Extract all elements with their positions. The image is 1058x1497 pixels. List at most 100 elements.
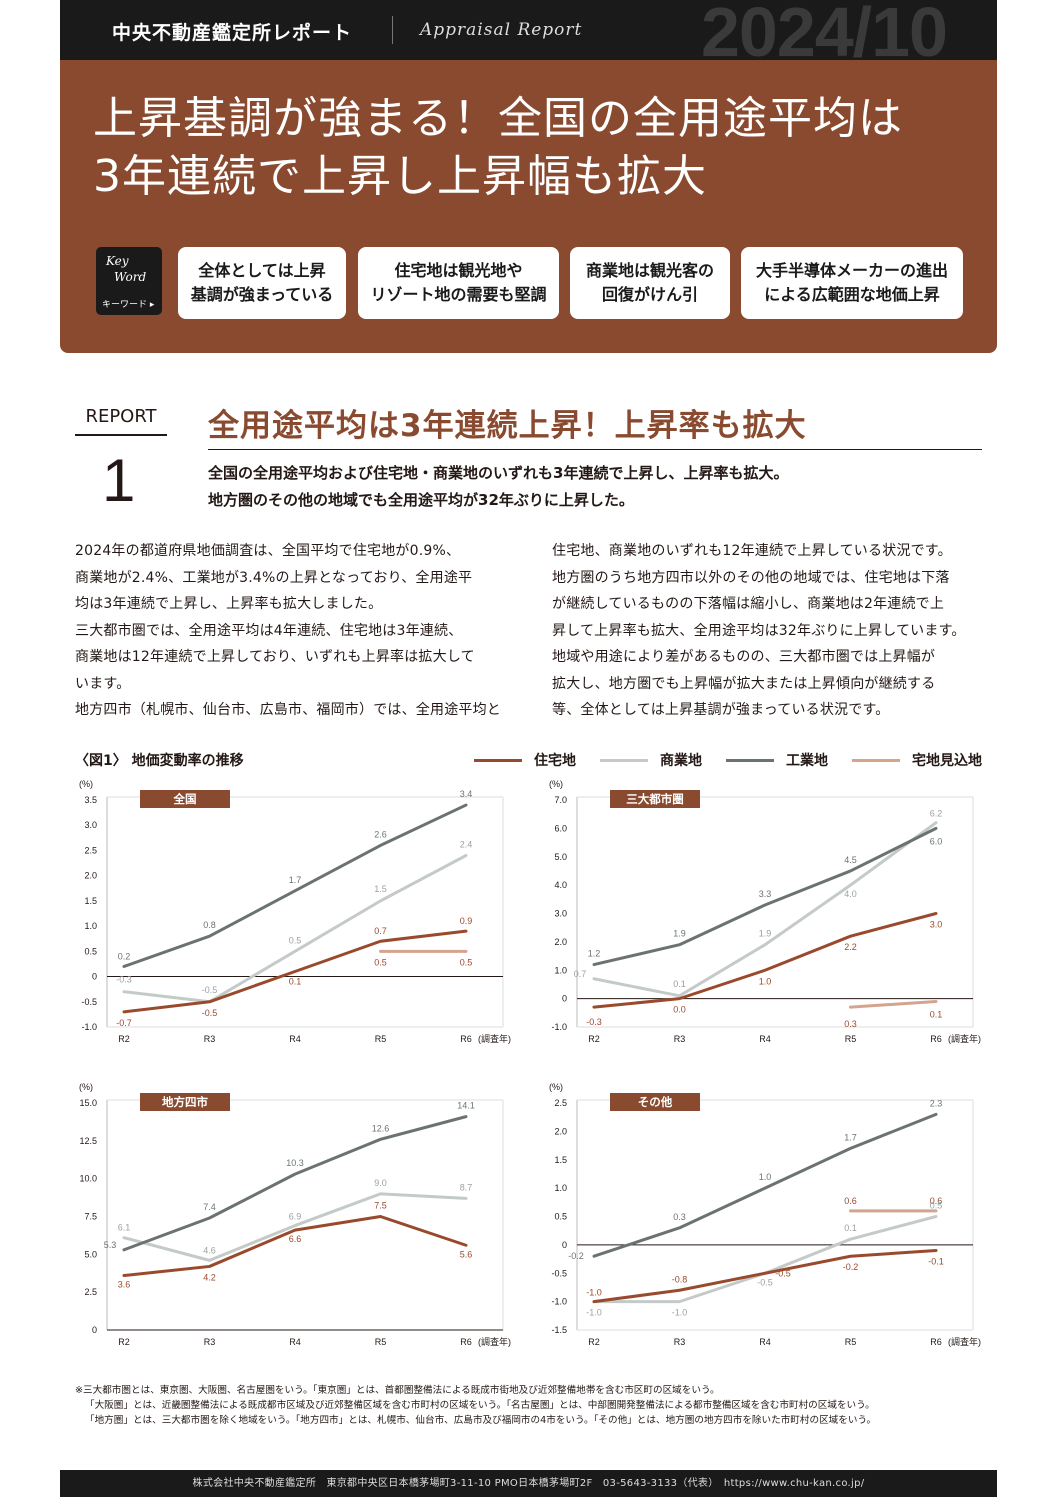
x-axis-unit: (調査年): [948, 1336, 981, 1347]
x-axis-unit: (調査年): [478, 1336, 511, 1347]
legend-label: 住宅地: [534, 753, 576, 769]
y-tick-label: 0.5: [554, 1212, 567, 1222]
y-tick-label: 1.0: [554, 965, 567, 975]
y-tick-label: 0.5: [84, 946, 97, 956]
keyword-card-4: 大手半導体メーカーの進出 による広範囲な地価上昇: [741, 247, 963, 319]
data-label: 0.7: [374, 926, 387, 936]
keyword-card-line: 大手半導体メーカーの進出: [755, 261, 948, 280]
data-label: -0.2: [568, 1251, 584, 1261]
chart-title-box: [140, 1093, 230, 1111]
series-line-住宅地: [592, 1249, 938, 1304]
keyword-card-line: 住宅地は観光地や: [394, 261, 523, 280]
series-line-工業地: [122, 803, 468, 968]
chart-title: その他: [638, 1095, 673, 1109]
data-label: -1.0: [586, 1308, 602, 1318]
x-tick-label: R2: [118, 1337, 130, 1347]
data-label: -1.0: [586, 1288, 602, 1298]
data-label: 2.2: [844, 942, 857, 952]
chart-four-regional-cities: 15.0 12.5 10.0 7.5 5.0 2.5 0 (%) R2 R3 R4 R5 R6 (調査年)…: [79, 1082, 511, 1347]
chart-title: 三大都市圏: [626, 792, 684, 806]
data-label: 6.9: [289, 1212, 302, 1222]
y-axis-unit: (%): [79, 779, 93, 789]
data-label: 3.0: [930, 920, 943, 930]
keyword-card-line: による広範囲な地価上昇: [764, 285, 940, 304]
y-tick-label: 2.5: [554, 1098, 567, 1108]
chart-title-box: [610, 1093, 700, 1111]
data-label: 6.0: [930, 836, 943, 846]
x-tick-label: R4: [759, 1034, 771, 1044]
y-tick-label: 2.5: [84, 845, 97, 855]
series-line-商業地: [592, 1215, 938, 1304]
keyword-card-line: 基調が強まっている: [190, 285, 334, 304]
legend-residential: 住宅地: [474, 750, 576, 770]
y-tick-label: 2.0: [554, 937, 567, 947]
body-line: 商業地は12年連続で上昇しており、いずれも上昇率は拡大して: [75, 649, 475, 665]
data-label: -1.0: [672, 1308, 688, 1318]
x-tick-label: R4: [289, 1034, 301, 1044]
data-label: 5.6: [460, 1249, 473, 1259]
data-label: 7.4: [203, 1202, 216, 1212]
body-line: 拡大し、地方圏でも上昇幅が拡大または上昇傾向が継続する: [552, 675, 936, 692]
body-column-left: 2024年の都道府県地価調査は、全国平均で住宅地が0.9%、 商業地が2.4%、…: [75, 538, 507, 724]
data-label: 0.1: [289, 977, 302, 987]
keyword-card-3: 商業地は観光客の 回復がけん引: [570, 247, 730, 319]
report-label: REPORT: [75, 406, 167, 436]
data-label: 9.0: [374, 1178, 387, 1188]
data-label: 0.1: [930, 1009, 943, 1019]
lead-line: 地方圏のその他の地域でも全用途平均が32年ぶりに上昇した。: [208, 491, 634, 509]
x-tick-label: R5: [845, 1337, 857, 1347]
y-axis-unit: (%): [79, 1082, 93, 1092]
data-label: 0.1: [844, 1223, 857, 1233]
brand-name: 中央不動産鑑定所レポート: [112, 22, 353, 44]
data-label: 0.5: [374, 957, 387, 967]
series-line-住宅地: [592, 912, 938, 1009]
legend-label: 宅地見込地: [912, 753, 982, 769]
data-label: -0.5: [202, 1008, 218, 1018]
body-column-right: 住宅地、商業地のいずれも12年連続で上昇している状況です。 地方圏のうち地方四市…: [552, 538, 984, 724]
y-tick-label: 15.0: [79, 1098, 97, 1108]
chart-nationwide: 3.5 3.0 2.5 2.0 1.5 1.0 0.5 0 -0.5 -1.0 (%) R2 R3 R4 R…: [79, 779, 511, 1044]
series-line-商業地: [122, 853, 468, 1004]
x-tick-label: R6: [460, 1337, 472, 1347]
keyword-card-line: リゾート地の需要も堅調: [370, 285, 547, 304]
y-axis-unit: (%): [549, 779, 563, 789]
data-label: 6.1: [118, 1223, 131, 1233]
data-label: 2.3: [930, 1098, 943, 1108]
keyword-badge: Key Word キーワード ▸: [96, 247, 162, 315]
body-line: 商業地が2.4%、工業地が3.4%の上昇となっており、全用途平: [75, 569, 473, 586]
legend-swatch: [852, 758, 900, 762]
chart-three-metro-areas: 7.0 6.0 5.0 4.0 3.0 2.0 1.0 0 -1.0 (%) R2 R3 R4 R5 R6 (…: [549, 779, 981, 1044]
issue-date: 2024/10: [700, 0, 948, 71]
legend-industrial: 工業地: [726, 750, 828, 770]
y-tick-label: 1.0: [84, 921, 97, 931]
footnote-line: 「地方圏」とは、三大都市圏を除く地域をいう。「地方四市」とは、札幌市、仙台市、広…: [85, 1415, 877, 1426]
data-label: -0.2: [843, 1262, 859, 1272]
body-line: 2024年の都道府県地価調査は、全国平均で住宅地が0.9%、: [75, 543, 461, 559]
data-label: -0.3: [586, 1017, 602, 1027]
y-tick-label: 1.0: [554, 1183, 567, 1193]
data-label: 14.1: [457, 1101, 475, 1111]
data-label: 12.6: [372, 1123, 390, 1133]
data-label: -0.1: [928, 1257, 944, 1267]
y-tick-label: 0: [562, 1240, 567, 1250]
body-line: が継続しているものの下落幅は縮小し、商業地は2年連続で上: [552, 596, 945, 612]
data-label: 0.0: [673, 1005, 686, 1015]
keyword-card-1: 全体としては上昇 基調が強まっている: [178, 247, 346, 319]
data-label: 1.0: [759, 976, 772, 986]
legend-commercial: 商業地: [600, 750, 702, 770]
y-tick-label: 1.5: [554, 1155, 567, 1165]
chart-title: 全国: [173, 792, 197, 806]
data-label: 0.5: [289, 935, 302, 945]
legend-swatch: [726, 758, 774, 762]
y-tick-label: 10.0: [79, 1174, 97, 1184]
series-line-商業地: [592, 821, 938, 998]
y-tick-label: -0.5: [551, 1268, 567, 1278]
x-tick-label: R3: [204, 1034, 216, 1044]
data-label: -0.5: [757, 1277, 773, 1287]
footnote-line: ※三大都市圏とは、東京圏、大阪圏、名古屋圏をいう。「東京圏」とは、首都圏整備法に…: [75, 1385, 720, 1396]
y-tick-label: -1.0: [81, 1022, 97, 1032]
legend-label: 商業地: [660, 753, 702, 769]
y-tick-label: 4.0: [554, 880, 567, 890]
x-axis-unit: (調査年): [478, 1033, 511, 1044]
data-label: 0.3: [673, 1212, 686, 1222]
